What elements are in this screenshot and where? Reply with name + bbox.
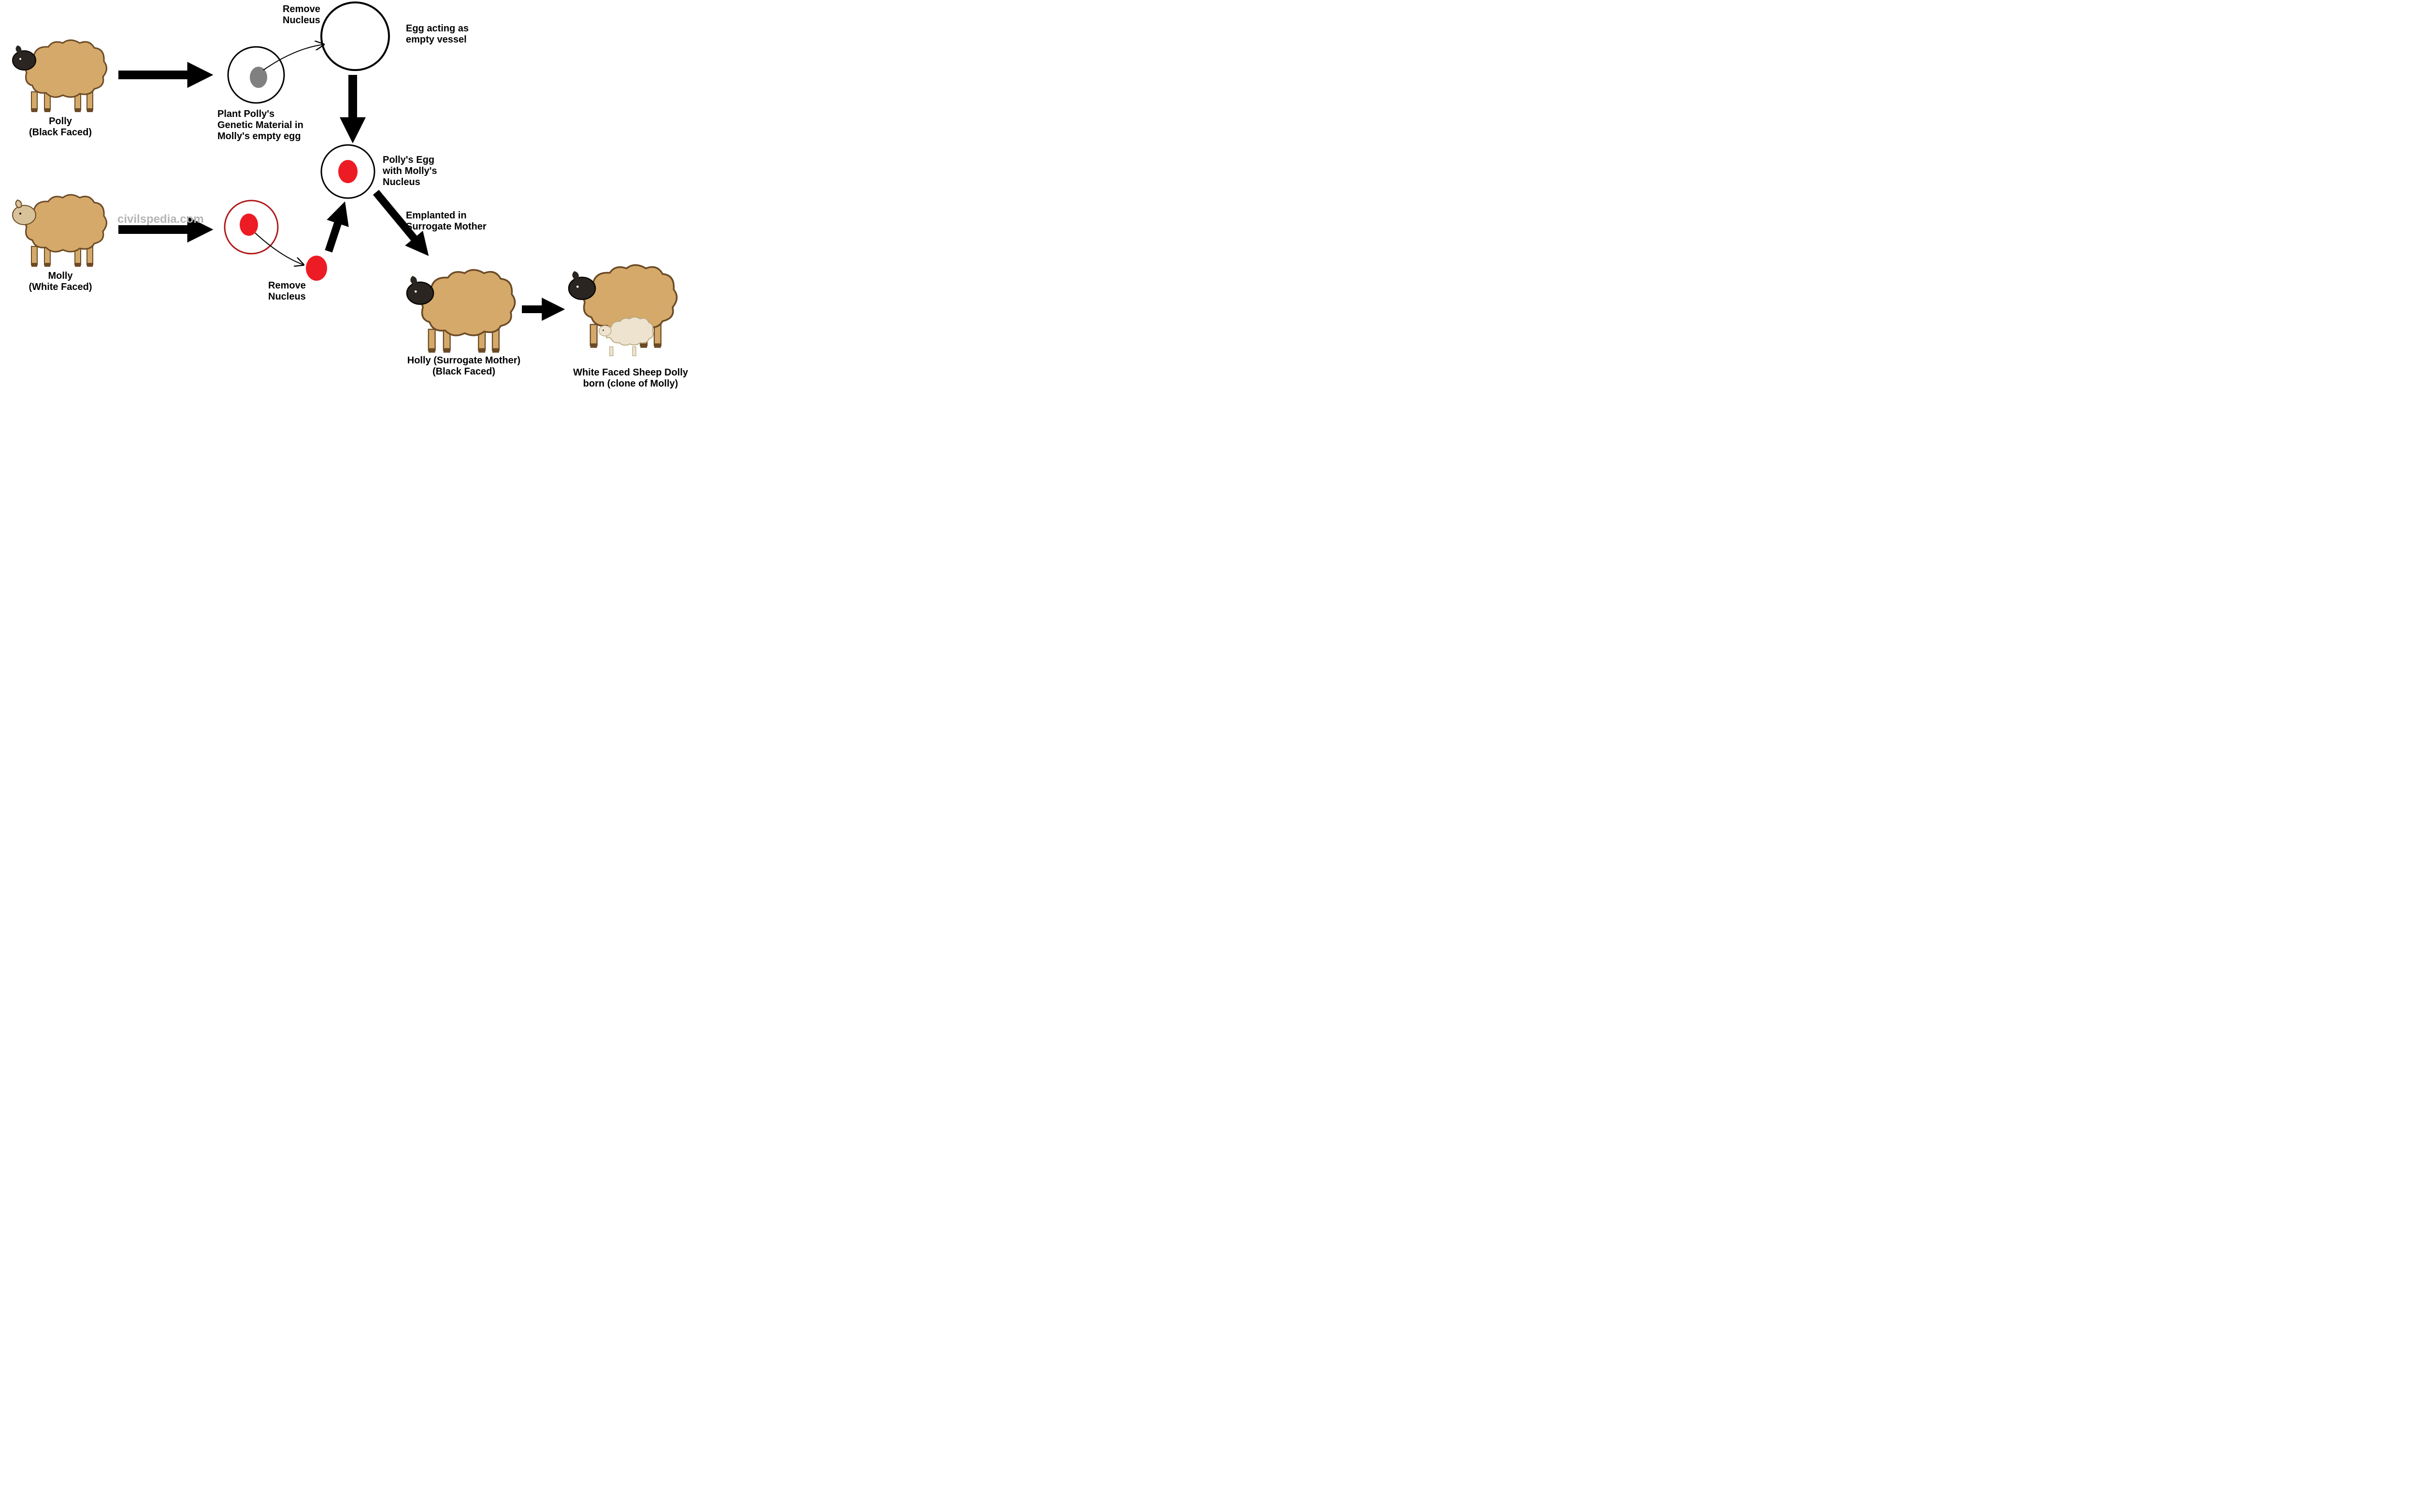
label-dolly: White Faced Sheep Dollyborn (clone of Mo… (558, 367, 703, 389)
combined-egg-circle (321, 145, 374, 198)
label-empty-vessel: Egg acting asempty vessel (406, 23, 493, 45)
polly-egg-circle (228, 47, 284, 103)
label-remove-nucleus-top: RemoveNucleus (283, 4, 350, 26)
label-polly: Polly(Black Faced) (14, 116, 106, 138)
label-holly: Holly (Surrogate Mother)(Black Faced) (396, 355, 532, 377)
sheep-molly (13, 195, 107, 267)
combined-egg-nucleus (338, 160, 358, 183)
arrow-nucleus-to-combined (329, 210, 342, 251)
diagram-svg (0, 0, 715, 399)
arrow-remove-nucleus-top (263, 44, 324, 70)
label-remove-nucleus-bottom: RemoveNucleus (268, 280, 331, 302)
sheep-holly (407, 270, 515, 352)
polly-egg-nucleus (250, 67, 267, 88)
label-molly: Molly(White Faced) (14, 271, 106, 293)
cloning-diagram: Polly(Black Faced) Molly(White Faced) Re… (0, 0, 715, 399)
label-emplanted: Emplanted inSurrogate Mother (406, 210, 507, 232)
watermark: civilspedia.com (117, 213, 204, 226)
sheep-polly (13, 40, 107, 112)
arrow-remove-nucleus-bottom (255, 233, 303, 265)
label-combined-egg: Polly's Eggwith Molly'sNucleus (383, 155, 465, 188)
label-polly-egg: Plant Polly'sGenetic Material inMolly's … (217, 109, 324, 142)
sheep-dolly-group (569, 265, 677, 356)
molly-cell-circle (225, 201, 278, 254)
molly-cell-nucleus (240, 214, 258, 236)
extracted-nucleus (306, 256, 327, 281)
